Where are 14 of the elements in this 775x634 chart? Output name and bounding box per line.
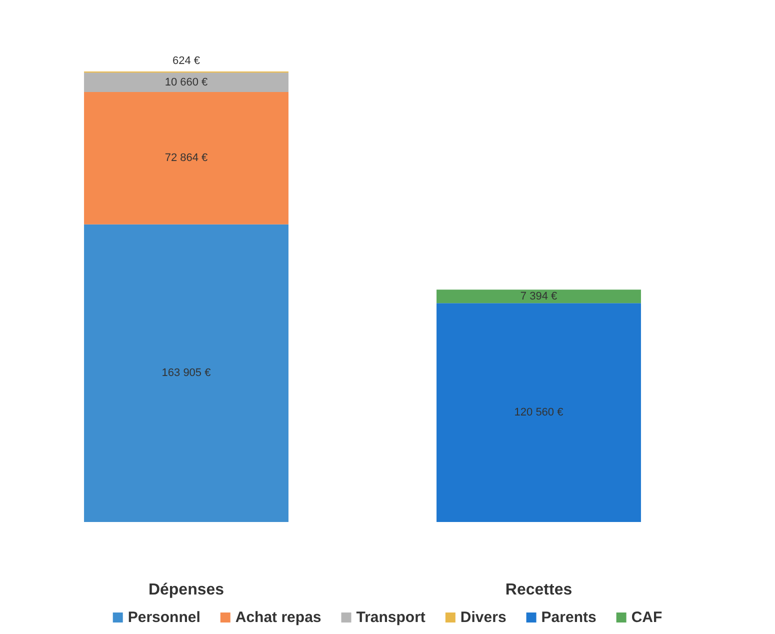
data-label: 72 864 € <box>164 152 208 164</box>
legend-label: CAF <box>631 609 662 626</box>
legend-label: Divers <box>460 609 506 626</box>
legend-label: Achat repas <box>235 609 322 626</box>
legend-label: Parents <box>541 609 596 626</box>
x-tick-label: Recettes <box>505 582 572 598</box>
legend-label: Personnel <box>128 609 200 626</box>
data-label: 624 € <box>172 55 200 68</box>
x-tick-label: Dépenses <box>148 582 224 598</box>
legend-label: Transport <box>356 609 426 626</box>
data-label: 163 905 € <box>162 367 211 380</box>
data-label: 10 660 € <box>164 76 208 88</box>
data-label: 7 394 € <box>520 290 558 302</box>
data-label: 120 560 € <box>514 406 564 419</box>
